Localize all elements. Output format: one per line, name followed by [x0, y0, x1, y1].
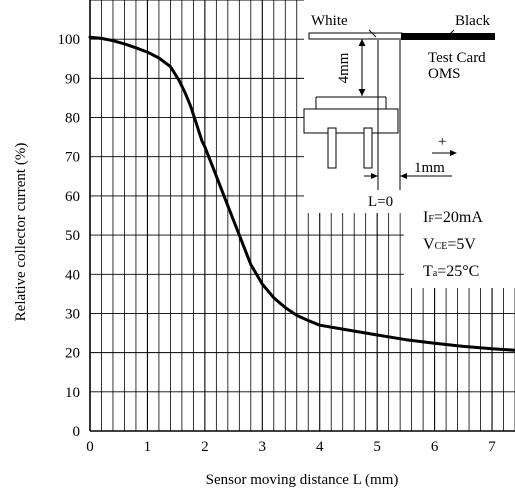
sensor-lead-left [327, 127, 337, 169]
conditions-background [404, 213, 515, 288]
gap-label: 4mm [336, 52, 352, 83]
y-tick-label: 50 [65, 228, 80, 244]
test-card-label: Test Card [428, 50, 486, 66]
step-arrow-left-head [371, 173, 378, 179]
step-label: 1mm [414, 160, 445, 176]
collector-emitter-voltage-label: VCE=5V [423, 236, 476, 253]
y-tick-label: 10 [65, 385, 80, 401]
forward-current-label: IF=20mA [423, 209, 483, 226]
series-line [88, 35, 515, 352]
y-tick-label: 60 [65, 189, 80, 205]
y-tick-label: 90 [65, 71, 80, 87]
x-tick-label: 2 [201, 439, 209, 455]
y-axis-title: Relative collector current (%) [13, 143, 29, 322]
plus-label: + [438, 134, 446, 150]
sensor-lead-right [363, 127, 373, 169]
x-tick-label: 5 [373, 439, 381, 455]
white-label: White [311, 13, 348, 29]
black-label: Black [455, 13, 490, 29]
step-arrow-right-head [400, 173, 407, 179]
x-tick-labels: 0 1 2 3 4 5 6 7 [86, 439, 496, 455]
y-tick-labels: 0 10 20 30 40 50 60 70 80 90 100 [58, 32, 81, 440]
y-tick-label: 70 [65, 150, 80, 166]
operating-conditions: IF=20mA VCE=5V Ta=25°C [404, 209, 515, 288]
test-card-white-part [308, 32, 403, 40]
inset-diagram: White Black Test Card OMS 4mm 1mm + L=0 [303, 0, 515, 213]
x-tick-label: 6 [431, 439, 439, 455]
y-tick-label: 0 [73, 424, 81, 440]
oms-label: OMS [428, 66, 461, 82]
x-tick-label: 7 [488, 439, 496, 455]
x-tick-label: 0 [86, 439, 94, 455]
black-label-leader [446, 29, 455, 38]
x-tick-label: 1 [144, 439, 152, 455]
l-zero-label: L=0 [368, 194, 393, 210]
plus-direction-arrow-head [450, 150, 457, 156]
y-tick-label: 20 [65, 346, 80, 362]
gap-arrow-bottom [358, 89, 366, 96]
y-tick-label: 30 [65, 306, 80, 322]
gap-arrow-top [358, 39, 366, 46]
series-group [88, 35, 515, 352]
sensor-body [303, 108, 399, 134]
inset-background [304, 0, 515, 213]
y-tick-label: 40 [65, 267, 80, 283]
x-tick-label: 4 [316, 439, 324, 455]
x-tick-label: 3 [259, 439, 267, 455]
y-tick-label: 80 [65, 111, 80, 127]
ambient-temperature-label: Ta=25°C [423, 263, 479, 280]
white-label-leader [368, 29, 377, 38]
x-axis-title: Sensor moving distance L (mm) [206, 472, 399, 488]
y-tick-label: 100 [58, 32, 81, 48]
